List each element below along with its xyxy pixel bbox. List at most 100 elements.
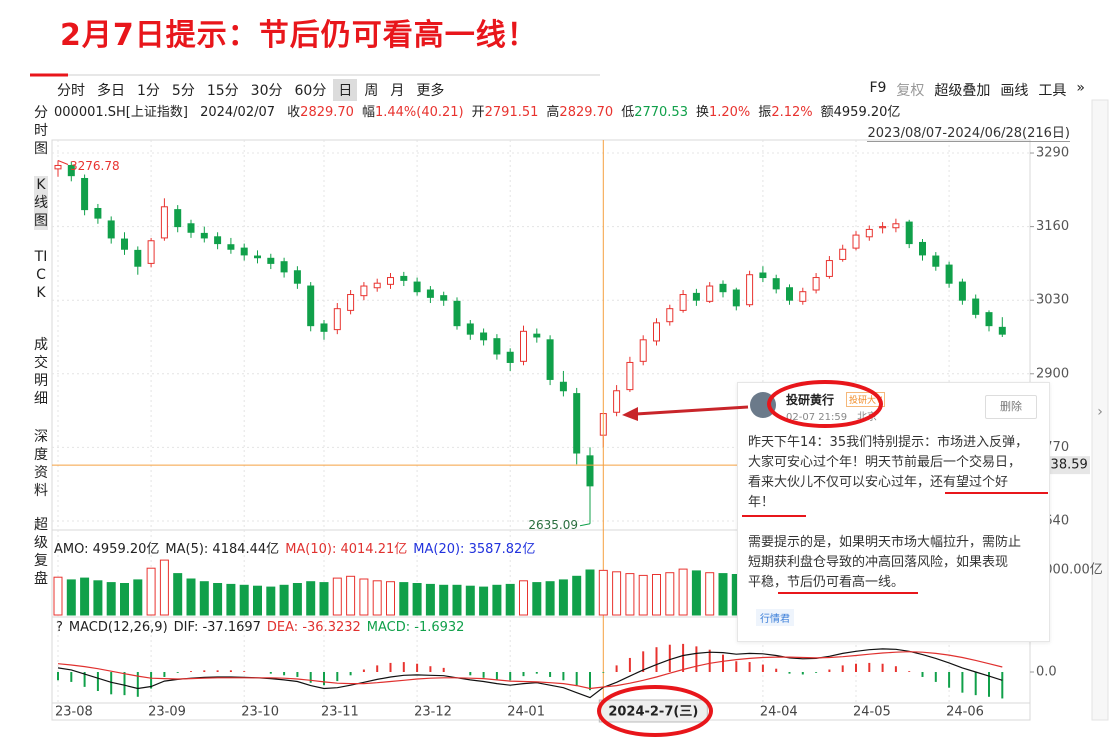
sidebar-tab[interactable]: K线图 (34, 176, 48, 230)
volume-bar (718, 573, 728, 616)
volume-bar (425, 583, 435, 616)
volume-bar (625, 573, 635, 616)
candle-body (280, 261, 288, 273)
volume-bar (492, 584, 502, 616)
candle-body (533, 333, 541, 338)
toolbar-button[interactable]: F9 (869, 80, 887, 96)
field-label: 额 (820, 105, 834, 120)
candle-body (706, 285, 714, 302)
candle-body (107, 220, 115, 239)
candle-body (227, 244, 235, 250)
candle-body (121, 238, 128, 250)
candle-body (493, 338, 501, 355)
volume-bar (678, 568, 688, 616)
volume-bar (66, 579, 76, 616)
x-tick-label: 23-08 (55, 705, 93, 720)
macd-header-item: ? (56, 620, 63, 635)
post-meta: 02-07 21:59 北京 (786, 408, 887, 423)
x-tick-label: 23-12 (414, 705, 452, 720)
rail-arrow[interactable]: › (1097, 404, 1103, 420)
toolbar-tab[interactable]: 60分 (294, 83, 327, 99)
volume-bar (372, 580, 382, 616)
candle-body (786, 287, 793, 301)
sidebar-tab[interactable]: 分时图 (34, 105, 48, 157)
avatar (750, 392, 776, 418)
volume-bar (585, 569, 595, 616)
date-range[interactable]: 2023/08/07-2024/06/28(216日) (867, 122, 1070, 142)
volume-bar (598, 569, 608, 616)
volume-bar (479, 586, 489, 616)
candle-body (400, 275, 408, 281)
toolbar-tab[interactable]: 周 (364, 83, 379, 99)
volume-bar (399, 582, 409, 616)
toolbar-tab[interactable]: 1分 (137, 83, 160, 99)
candle-body (865, 228, 873, 238)
quote-info: 000001.SH[上证指数] 2024/02/07 收2829.70 幅1.44… (54, 101, 908, 120)
candle-body (254, 255, 261, 259)
delete-button[interactable]: 删除 (985, 395, 1037, 419)
volume-header-item: MA(10): 4014.21亿 (285, 542, 408, 557)
sidebar-tab[interactable]: TICK (34, 249, 48, 301)
toolbar-tab[interactable]: 30分 (250, 83, 283, 99)
toolbar-tab[interactable]: 日 (333, 79, 358, 101)
field-value: 1.44%(40.21) (374, 105, 464, 120)
macd-header-item: MACD: -1.6932 (366, 620, 465, 635)
volume-bar (146, 567, 156, 616)
volume-bar (386, 581, 395, 616)
right-rail (1091, 99, 1109, 721)
toolbar-button[interactable]: » (1076, 80, 1085, 96)
y-tick-label: 0.0 (1036, 665, 1057, 680)
toolbar-tab[interactable]: 更多 (416, 83, 445, 99)
candle-body (413, 281, 421, 293)
toolbar-right: F9 复权 超级叠加 画线 工具 » (864, 79, 1090, 101)
quote-field: 开2791.51 (472, 105, 539, 120)
candle-body (214, 236, 222, 245)
volume-bar (306, 581, 316, 616)
sidebar-tab[interactable]: 深度资料 (34, 429, 48, 499)
candle-body (666, 308, 674, 323)
volume-bar (465, 585, 475, 616)
toolbar-tab[interactable]: 月 (390, 83, 405, 99)
toolbar-tab[interactable]: 15分 (206, 83, 239, 99)
volume-bar (120, 583, 129, 616)
toolbar-tab[interactable]: 多日 (97, 83, 125, 99)
volume-bar (173, 573, 183, 616)
candle-body (679, 294, 687, 311)
candle-body (852, 234, 860, 249)
candle-body (945, 264, 953, 284)
volume-bar (452, 584, 462, 616)
toolbar-tab[interactable]: 分时 (57, 83, 85, 99)
volume-bar (80, 577, 90, 616)
candle-body (719, 283, 727, 293)
sidebar-tab[interactable]: 成交明细 (34, 337, 48, 407)
volume-bar (332, 577, 342, 616)
candle-body (879, 226, 887, 229)
volume-bar (319, 582, 329, 616)
volume-header-item: AMO: 4959.20亿 (54, 542, 160, 557)
author-name[interactable]: 投研黄行 (786, 393, 835, 407)
toolbar: 分时 多日 1分 5分 15分 30分 60分日周月更多 (52, 79, 451, 101)
volume-bar (199, 581, 209, 616)
toolbar-button[interactable]: 超级叠加 (934, 83, 991, 99)
toolbar-button[interactable]: 复权 (896, 83, 925, 99)
comment-tag[interactable]: 行情君 (756, 609, 794, 626)
volume-bar (93, 580, 103, 616)
volume-bar (253, 585, 262, 616)
volume-bar (558, 579, 568, 616)
candle-body (174, 209, 182, 228)
toolbar-button[interactable]: 画线 (1000, 83, 1029, 99)
volume-bar (612, 571, 622, 616)
candle-body (387, 277, 394, 285)
toolbar-tab[interactable]: 5分 (171, 83, 195, 99)
candle-body (54, 164, 62, 170)
candle-body (613, 390, 621, 413)
x-tick-label: 23-09 (148, 705, 186, 720)
volume-header: AMO: 4959.20亿 MA(5): 4184.44亿 MA(10): 4014… (54, 538, 541, 557)
candle-body (772, 278, 780, 290)
candle-body (440, 295, 448, 301)
volume-bar (292, 583, 302, 616)
candle-body (839, 248, 847, 260)
toolbar-button[interactable]: 工具 (1038, 83, 1067, 99)
sidebar-tab[interactable]: 超级复盘 (34, 517, 48, 587)
volume-bar (412, 583, 422, 616)
